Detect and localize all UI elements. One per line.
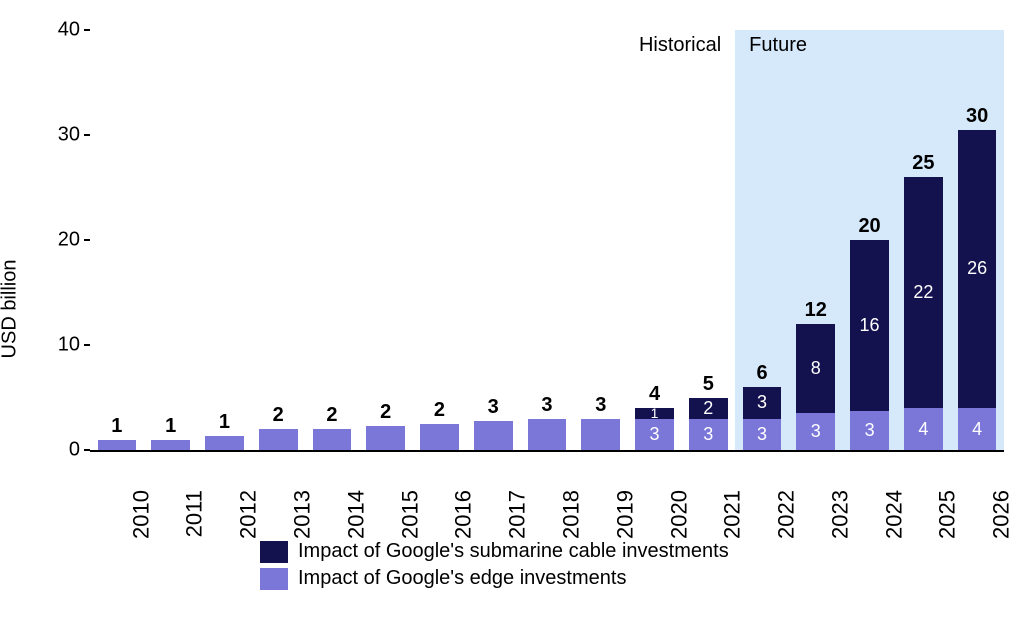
- bar-segment-edge: 3: [689, 419, 728, 451]
- bars-layer: 11122223333143253363812316204222542630: [90, 30, 1004, 450]
- bar-segment-edge: [98, 440, 137, 451]
- bar-group: 2: [366, 426, 405, 450]
- bar-segment-edge: [259, 429, 298, 450]
- legend-text-submarine: Impact of Google's submarine cable inves…: [298, 540, 729, 563]
- bar-group: 2: [313, 429, 352, 450]
- bar-total-label: 20: [850, 215, 889, 238]
- bar-segment-edge: 3: [743, 419, 782, 451]
- y-axis-label: USD billion: [0, 260, 22, 359]
- bar-total-label: 1: [98, 415, 137, 438]
- bar-group: 3812: [796, 324, 835, 450]
- bar-total-label: 1: [205, 411, 244, 434]
- bar-segment-edge: 3: [796, 413, 835, 450]
- bar-segment-submarine: 8: [796, 324, 835, 413]
- x-tick-label: 2020: [666, 490, 692, 539]
- bar-segment-edge: [581, 419, 620, 451]
- y-tick-label: 30: [40, 124, 80, 147]
- bar-segment-submarine: 22: [904, 177, 943, 408]
- y-tick-mark: [84, 29, 90, 31]
- y-tick-mark: [84, 239, 90, 241]
- x-tick-label: 2022: [774, 490, 800, 539]
- x-tick-label: 2026: [989, 490, 1015, 539]
- bar-segment-edge: [528, 419, 567, 451]
- x-tick-label: 2016: [451, 490, 477, 539]
- x-tick-label: 2017: [505, 490, 531, 539]
- bar-segment-edge: 4: [904, 408, 943, 450]
- bar-segment-edge: [420, 424, 459, 450]
- bar-group: 336: [743, 387, 782, 450]
- bar-group: 31620: [850, 240, 889, 450]
- bar-group: 325: [689, 398, 728, 451]
- bar-segment-submarine: 2: [689, 398, 728, 419]
- bar-segment-edge: 4: [958, 408, 997, 450]
- plot-area: Historical Future 1112222333314325336381…: [90, 30, 1004, 452]
- bar-segment-edge: 3: [635, 419, 674, 451]
- bar-total-label: 6: [743, 362, 782, 385]
- legend-item-edge: Impact of Google's edge investments: [260, 567, 729, 590]
- x-tick-label: 2025: [935, 490, 961, 539]
- bar-segment-edge: 3: [850, 411, 889, 450]
- bar-group: 42225: [904, 177, 943, 450]
- bar-total-label: 2: [420, 399, 459, 422]
- bar-group: 42630: [958, 130, 997, 450]
- bar-total-label: 2: [259, 404, 298, 427]
- legend-text-edge: Impact of Google's edge investments: [298, 567, 626, 590]
- x-tick-label: 2018: [558, 490, 584, 539]
- bar-segment-submarine: 3: [743, 387, 782, 419]
- bar-total-label: 12: [796, 299, 835, 322]
- bar-segment-edge: [474, 421, 513, 450]
- bar-total-label: 30: [958, 105, 997, 128]
- legend-item-submarine: Impact of Google's submarine cable inves…: [260, 540, 729, 563]
- bar-group: 1: [151, 440, 190, 451]
- x-tick-label: 2021: [720, 490, 746, 539]
- bar-segment-edge: [205, 436, 244, 450]
- x-tick-label: 2011: [181, 490, 207, 537]
- legend: Impact of Google's submarine cable inves…: [260, 540, 729, 594]
- x-tick-label: 2014: [343, 490, 369, 539]
- chart-container: USD billion Historical Future 1112222333…: [0, 0, 1024, 618]
- bar-total-label: 3: [474, 396, 513, 419]
- x-tick-label: 2023: [827, 490, 853, 539]
- bar-group: 3: [581, 419, 620, 451]
- bar-group: 314: [635, 408, 674, 450]
- bar-segment-submarine: 16: [850, 240, 889, 411]
- x-tick-label: 2015: [397, 490, 423, 539]
- y-tick-label: 20: [40, 229, 80, 252]
- y-tick-mark: [84, 449, 90, 451]
- bar-segment-edge: [313, 429, 352, 450]
- y-tick-label: 10: [40, 334, 80, 357]
- bar-group: 1: [98, 440, 137, 451]
- y-tick-label: 0: [40, 439, 80, 462]
- y-tick-mark: [84, 344, 90, 346]
- bar-total-label: 3: [528, 394, 567, 417]
- bar-total-label: 1: [151, 415, 190, 438]
- bar-group: 3: [528, 419, 567, 451]
- bar-total-label: 3: [581, 394, 620, 417]
- x-tick-label: 2013: [290, 490, 316, 539]
- x-tick-label: 2019: [612, 490, 638, 539]
- bar-total-label: 5: [689, 373, 728, 396]
- y-tick-mark: [84, 134, 90, 136]
- legend-swatch-edge: [260, 568, 288, 590]
- x-tick-label: 2024: [881, 490, 907, 539]
- legend-swatch-submarine: [260, 541, 288, 563]
- bar-segment-edge: [151, 440, 190, 451]
- bar-segment-submarine: 26: [958, 130, 997, 408]
- bar-total-label: 4: [635, 383, 674, 406]
- bar-total-label: 2: [313, 404, 352, 427]
- x-axis-labels: 2010201120122013201420152016201720182019…: [90, 454, 1004, 534]
- bar-group: 2: [259, 429, 298, 450]
- bar-group: 3: [474, 421, 513, 450]
- bar-total-label: 25: [904, 152, 943, 175]
- bar-segment-edge: [366, 426, 405, 450]
- bar-group: 1: [205, 436, 244, 450]
- x-tick-label: 2012: [236, 490, 262, 539]
- y-tick-label: 40: [40, 19, 80, 42]
- bar-segment-submarine: 1: [635, 408, 674, 419]
- bar-total-label: 2: [366, 401, 405, 424]
- bar-group: 2: [420, 424, 459, 450]
- x-tick-label: 2010: [128, 490, 154, 539]
